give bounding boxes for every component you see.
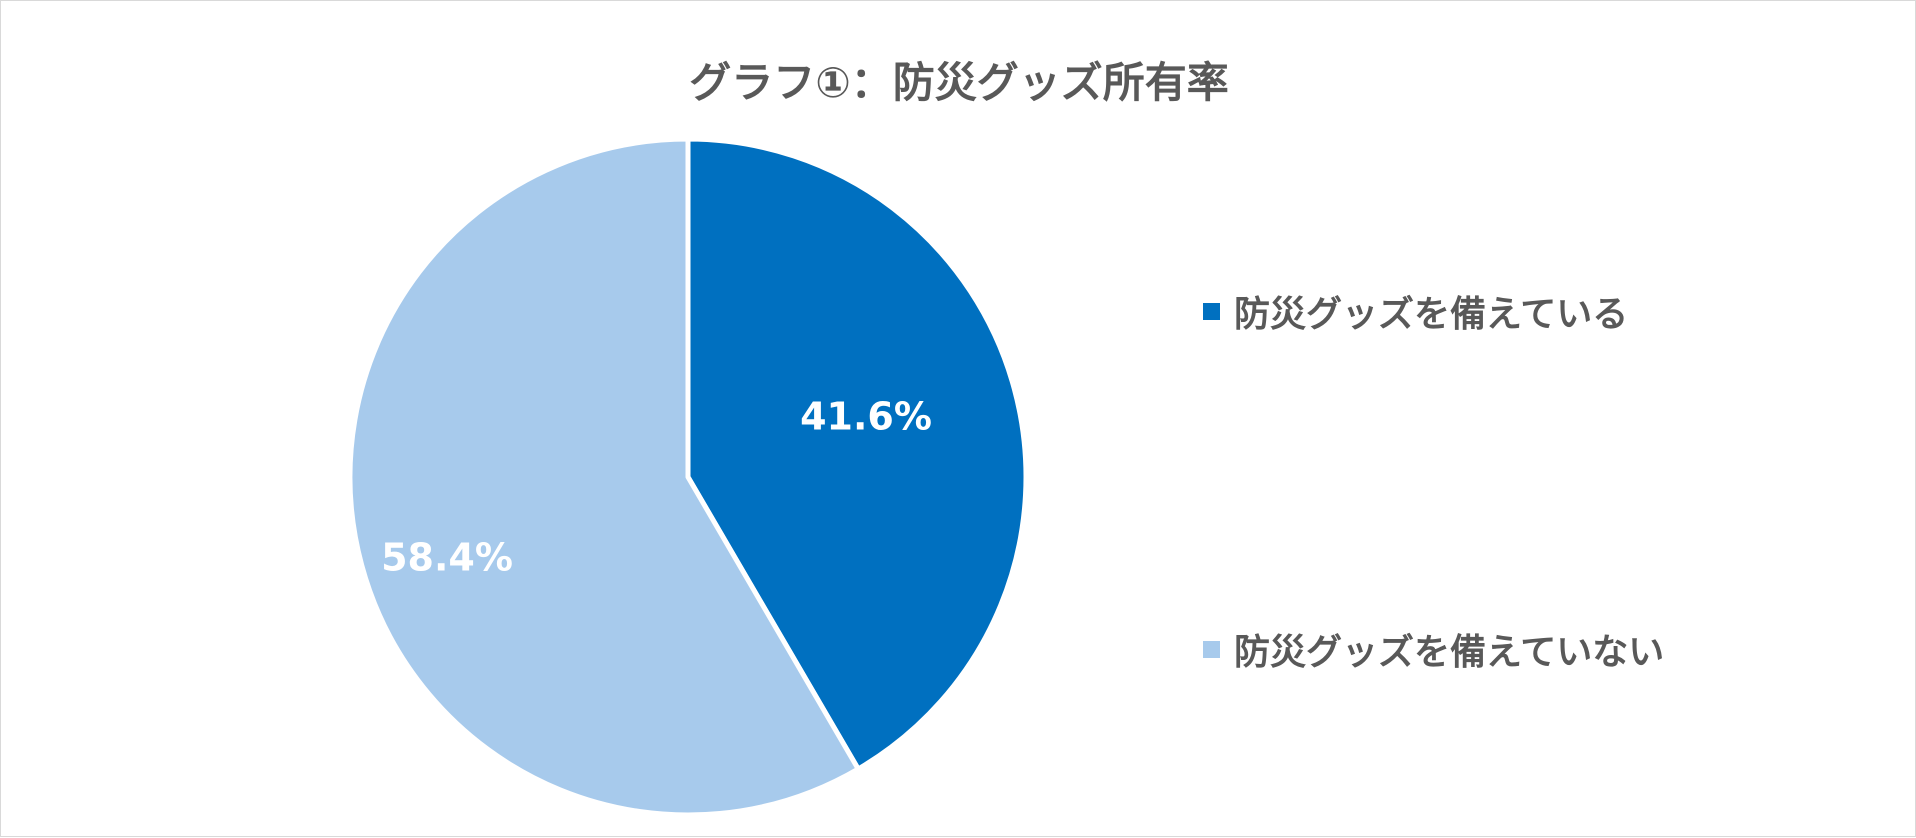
legend: 防災グッズを備えている 防災グッズを備えていない (1203, 1, 1903, 838)
legend-item-has-goods: 防災グッズを備えている (1203, 285, 1628, 337)
legend-label-has-goods: 防災グッズを備えている (1234, 294, 1629, 335)
pie-slice-no-goods (347, 136, 861, 818)
data-label-no-goods: 58.4% (381, 536, 513, 580)
pie-slice-has-goods (685, 136, 1029, 772)
chart-title: グラフ①：防災グッズ所有率 (689, 58, 1229, 107)
legend-label-no-goods: 防災グッズを備えていない (1234, 632, 1665, 673)
data-label-has-goods: 41.6% (800, 395, 932, 439)
legend-swatch-no-goods (1203, 640, 1220, 658)
legend-swatch-has-goods (1203, 302, 1220, 320)
legend-item-no-goods: 防災グッズを備えていない (1203, 623, 1664, 675)
